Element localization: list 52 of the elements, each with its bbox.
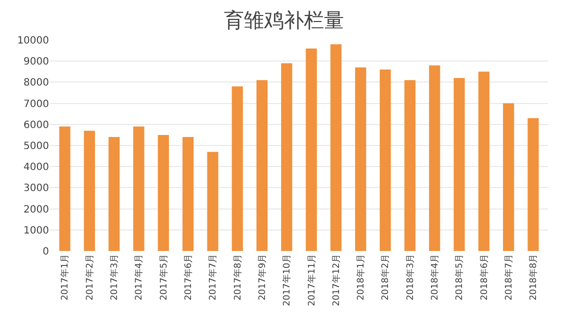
chart-title: 育雏鸡补栏量 bbox=[224, 8, 344, 32]
x-tick-label: 2017年12月 bbox=[330, 254, 342, 306]
y-tick-label: 3000 bbox=[24, 183, 49, 194]
bar bbox=[182, 137, 194, 251]
y-tick-label: 7000 bbox=[24, 98, 49, 110]
y-tick-label: 10000 bbox=[17, 36, 49, 46]
x-tick-label: 2017年8月 bbox=[232, 254, 244, 300]
x-tick-label: 2017年11月 bbox=[306, 254, 318, 306]
bar bbox=[256, 80, 268, 251]
bar bbox=[133, 126, 144, 251]
x-tick-label: 2018年3月 bbox=[404, 254, 416, 300]
bar bbox=[429, 65, 440, 251]
bar bbox=[281, 63, 292, 251]
x-tick-label: 2017年2月 bbox=[84, 254, 96, 300]
bar bbox=[478, 72, 490, 251]
x-tick-label: 2017年4月 bbox=[134, 254, 145, 300]
bar bbox=[330, 44, 342, 251]
x-tick-label: 2017年6月 bbox=[182, 254, 194, 300]
bar bbox=[528, 118, 539, 251]
x-tick-label: 2017年1月 bbox=[60, 254, 71, 300]
y-tick-label: 1000 bbox=[24, 225, 49, 236]
x-tick-label: 2018年1月 bbox=[356, 254, 367, 300]
y-tick-label: 4000 bbox=[24, 162, 49, 174]
x-tick-label: 2017年9月 bbox=[256, 254, 268, 300]
bar bbox=[84, 130, 95, 251]
x-tick-label: 2018年7月 bbox=[503, 254, 514, 300]
y-tick-label: 8000 bbox=[24, 78, 49, 89]
x-tick-label: 2017年7月 bbox=[208, 254, 219, 300]
bar bbox=[503, 103, 514, 251]
y-tick-label: 5000 bbox=[24, 141, 49, 152]
y-tick-label: 0 bbox=[42, 246, 49, 258]
x-tick-label: 2017年3月 bbox=[109, 254, 120, 300]
x-tick-label: 2018年8月 bbox=[528, 254, 540, 300]
x-tick-label: 2018年2月 bbox=[380, 254, 392, 300]
bar bbox=[158, 134, 169, 251]
bar bbox=[232, 86, 243, 251]
y-tick-label: 6000 bbox=[24, 120, 49, 131]
x-tick-label: 2018年5月 bbox=[454, 254, 466, 300]
y-tick-label: 2000 bbox=[24, 204, 49, 216]
x-tick-label: 2017年10月 bbox=[282, 254, 293, 306]
bar bbox=[404, 80, 416, 251]
bar bbox=[306, 48, 317, 251]
bar bbox=[380, 70, 391, 251]
x-tick-label: 2018年6月 bbox=[478, 254, 490, 300]
bar bbox=[108, 137, 120, 251]
x-tick-label: 2017年5月 bbox=[158, 254, 170, 300]
y-tick-label: 9000 bbox=[24, 56, 49, 68]
x-tick-label: 2018年4月 bbox=[430, 254, 441, 300]
bar bbox=[59, 126, 70, 251]
bar bbox=[355, 67, 366, 251]
bar bbox=[454, 78, 465, 251]
bar bbox=[207, 152, 218, 251]
